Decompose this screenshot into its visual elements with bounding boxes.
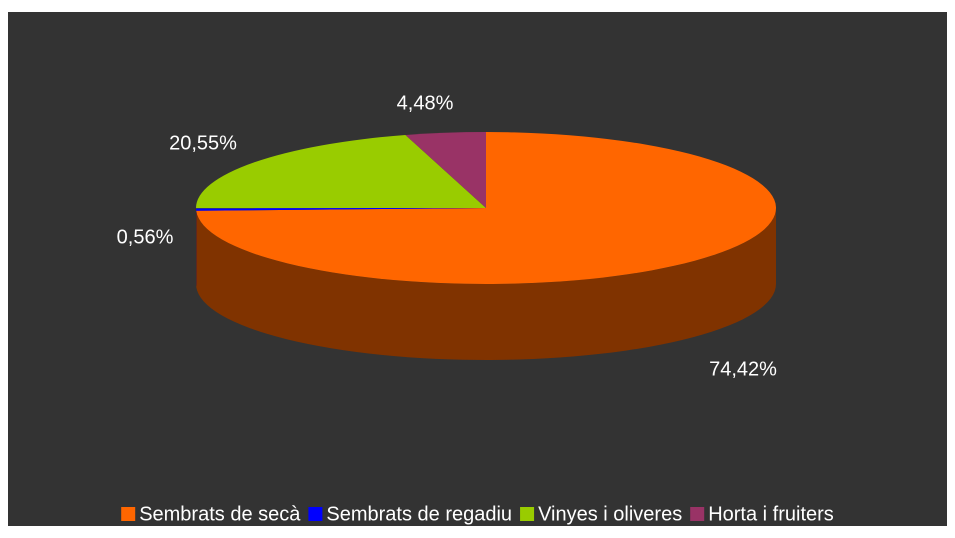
legend: Sembrats de secà Sembrats de regadiu Vinye…: [121, 503, 834, 525]
data-label: 74,42%: [709, 358, 777, 380]
legend-swatch: [121, 507, 136, 521]
legend-label: Sembrats de regadiu: [326, 503, 512, 525]
data-label: 0,56%: [117, 226, 174, 248]
pie-slice: [195, 134, 486, 209]
pie-tops: [195, 132, 777, 284]
data-label: 20,55%: [169, 132, 237, 154]
legend-swatch: [520, 507, 535, 521]
data-labels: 74,42% 0,56% 20,55% 4,48%: [117, 92, 777, 380]
pie-slice: [196, 208, 486, 211]
pie-side: [196, 208, 777, 360]
data-label: 4,48%: [397, 92, 454, 114]
legend-swatch: [690, 507, 705, 521]
legend-label: Horta i fruiters: [708, 503, 834, 525]
legend-swatch: [308, 507, 323, 521]
pie-slice: [405, 132, 486, 208]
legend-label: Sembrats de secà: [139, 503, 301, 525]
legend-label: Vinyes i oliveres: [538, 503, 682, 525]
pie-slice: [196, 132, 777, 284]
pie-sides: [196, 208, 777, 360]
